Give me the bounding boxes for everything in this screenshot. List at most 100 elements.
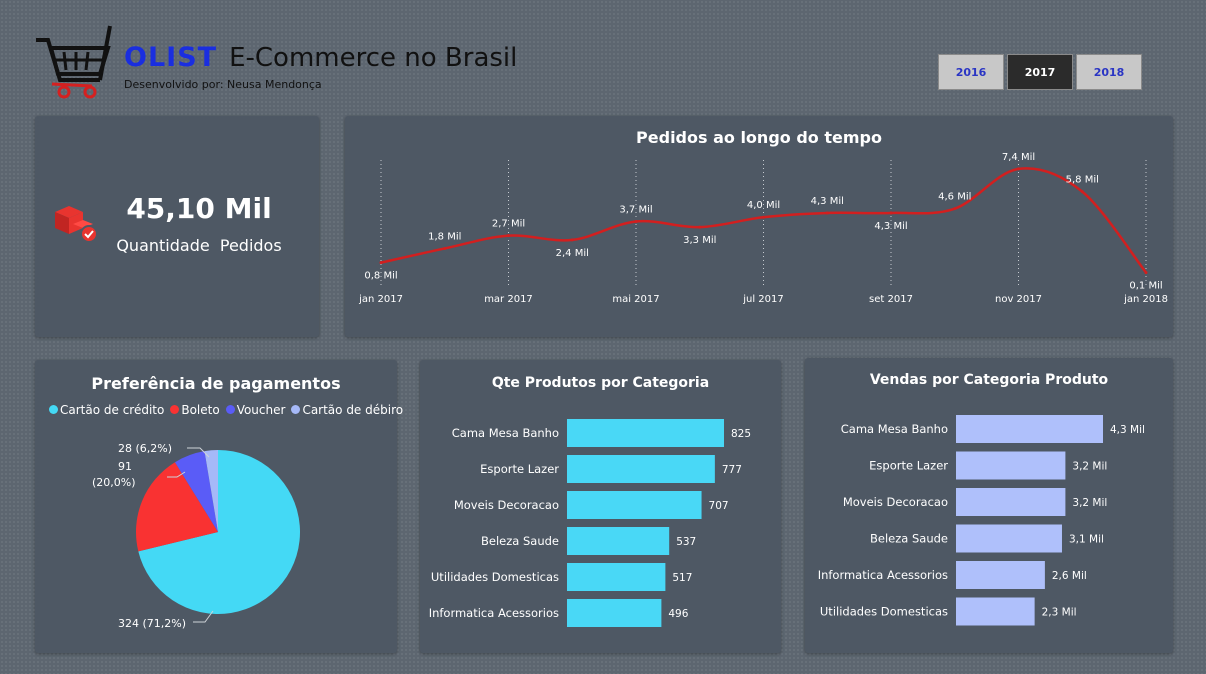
leader-line [187,447,210,458]
bar-chart-qty-title: Qte Produtos por Categoria [491,375,710,391]
pie-legend: Cartão de crédito Boleto Voucher Cartão … [49,403,403,417]
boxes-check-icon [55,206,98,243]
legend-dot-credit [49,405,58,414]
legend-dot-voucher [225,405,235,414]
x-tick-label: jan 2018 [1123,294,1168,305]
bar-chart-sales-panel: Vendas por Categoria Produto Cama Mesa B… [805,358,1173,653]
x-tick-label: mai 2017 [612,294,659,305]
category-label: Informatica Acessorios [818,568,948,582]
data-label: 4,0 Mil [747,200,780,211]
bar-value-label: 777 [722,464,742,476]
data-label: 0,8 Mil [364,271,397,282]
category-label: Moveis Decoracao [843,495,948,509]
bar-value-label: 3,2 Mil [1072,461,1107,473]
data-point [634,219,638,223]
pie-slice-debit [204,450,218,532]
leader-line [167,471,186,478]
category-label: Moveis Decoracao [454,498,559,512]
bar [956,597,1035,626]
data-label: 3,3 Mil [683,235,716,246]
bar-value-label: 707 [709,500,729,512]
pie-chart-title: Preferência de pagamentos [91,374,341,393]
category-label: Utilidades Domesticas [820,605,948,619]
pie-label-boleto-pct: (20,0%) [92,476,136,489]
bar-value-label: 2,3 Mil [1042,607,1077,619]
bar [956,488,1066,516]
x-tick-label: jan 2017 [358,294,403,305]
pie-slice-voucher [174,451,218,532]
data-point [379,261,383,265]
data-point [698,225,702,229]
data-point [507,234,510,238]
bar-value-label: 537 [676,536,696,548]
data-point [953,207,957,211]
bar [567,599,662,627]
bar [567,491,702,519]
data-point [1080,190,1084,194]
bar [956,451,1066,480]
bar-chart-qty: Cama Mesa Banho 825 Esporte Lazer 777 Moveis… [429,419,751,627]
pie-label-boleto-count: 91 [118,460,132,473]
category-label: Informatica Acessorios [429,606,559,620]
data-label: 2,4 Mil [556,248,589,259]
pie-label-credit: 324 (71,2%) [118,617,186,630]
category-label: Esporte Lazer [480,462,559,476]
year-button-2018[interactable]: 2018 [1076,54,1142,90]
data-label: 3,7 Mil [619,204,652,215]
data-point [443,246,447,250]
bar [956,561,1045,589]
bar-value-label: 3,2 Mil [1072,497,1107,509]
data-point [1144,271,1148,275]
data-point [762,215,765,219]
line-chart: jan 2017 mar 2017 mai 2017 jul 2017 set 2017… [358,152,1168,305]
bar [567,563,666,591]
pie-chart-panel: Preferência de pagamentos Cartão de créd… [35,360,403,653]
data-point [825,211,829,215]
legend-item-voucher[interactable]: Voucher [225,403,285,417]
legend-dot-boleto [170,405,180,414]
pie-chart: 324 (71,2%) 91 (20,0%) 28 (6,2%) [92,442,300,630]
legend-item-debit[interactable]: Cartão de débiro [291,403,403,417]
bar [956,524,1062,553]
data-point [889,211,893,215]
kpi-value: 45,10 Mil [126,192,272,225]
bar-value-label: 517 [672,572,692,584]
leader-line [193,610,214,623]
bar [567,419,724,447]
bar-chart-sales-title: Vendas por Categoria Produto [869,372,1109,388]
bar-chart-qty-panel: Qte Produtos por Categoria Cama Mesa Ban… [420,360,781,653]
shopping-cart-icon [36,25,112,99]
x-tick-label: mar 2017 [484,294,533,305]
category-label: Esporte Lazer [869,459,948,473]
pie-slice-credit [138,450,300,614]
year-button-2017[interactable]: 2017 [1007,54,1073,90]
kpi-label: Quantidade Pedidos [116,236,282,255]
category-label: Cama Mesa Banho [452,426,559,440]
bar-value-label: 4,3 Mil [1110,424,1145,436]
pie-label-voucher: 28 (6,2%) [118,442,172,455]
author-subtitle: Desenvolvido por: Neusa Mendonça [124,78,322,91]
bar [567,455,715,483]
bar-chart-sales: Cama Mesa Banho 4,3 Mil Esporte Lazer 3,2 M… [818,415,1145,626]
bar-value-label: 2,6 Mil [1052,570,1087,582]
legend-item-credit[interactable]: Cartão de crédito [49,403,164,417]
data-point [1017,167,1020,171]
year-button-2016[interactable]: 2016 [938,54,1004,90]
kpi-card: 45,10 Mil Quantidade Pedidos [35,116,319,337]
data-label: 5,8 Mil [1066,175,1099,186]
data-label: 4,3 Mil [874,221,907,232]
data-label: 0,1 Mil [1129,281,1162,292]
category-label: Beleza Saude [481,534,559,548]
bar-value-label: 825 [731,428,751,440]
line-chart-title: Pedidos ao longo do tempo [636,128,882,147]
category-label: Cama Mesa Banho [841,422,948,436]
data-label: 4,3 Mil [811,196,844,207]
x-tick-label: nov 2017 [995,294,1042,305]
bar [956,415,1103,443]
line-chart-panel: Pedidos ao longo do tempo jan 2017 mar 20… [345,116,1173,337]
legend-item-boleto[interactable]: Boleto [170,403,220,417]
x-tick-label: set 2017 [869,294,913,305]
bar [567,527,670,555]
bar-value-label: 496 [668,608,688,620]
bar-value-label: 3,1 Mil [1069,534,1104,546]
